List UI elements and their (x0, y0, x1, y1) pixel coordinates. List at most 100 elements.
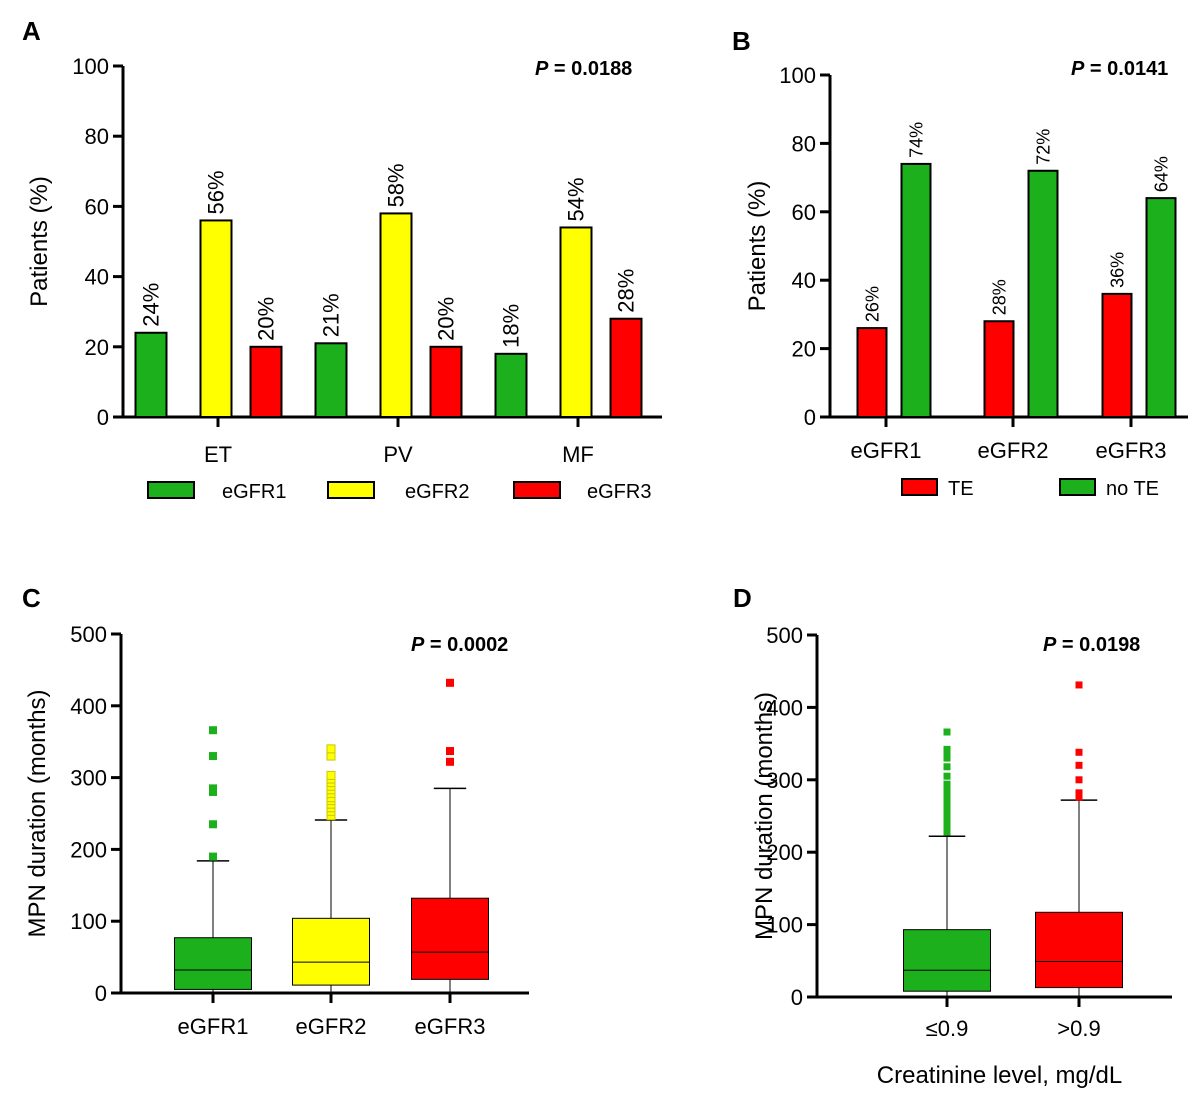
bar-A-eGFR2-ET (199, 219, 233, 418)
y-axis-title-D: MPN duration (months) (751, 692, 778, 940)
x-category-label-C: eGFR2 (296, 1014, 367, 1039)
outlier-point-D (943, 802, 951, 810)
bar-value-label-B: 72% (1033, 129, 1053, 165)
outlier-point-D (943, 828, 951, 836)
y-tick-label-D: 300 (766, 768, 803, 793)
legend-label-A: eGFR1 (222, 481, 286, 503)
y-axis-title-B: Patients (%) (744, 181, 771, 312)
outlier-point-D (943, 772, 951, 780)
outlier-point-D (943, 819, 951, 827)
bar-A-eGFR1-ET (134, 331, 168, 419)
bar-B-TE-eGFR2 (983, 320, 1015, 418)
p-value-c: P = 0.0002 (411, 634, 509, 656)
bar-B-TE-eGFR3 (1101, 292, 1133, 419)
bar-value-label-B: 26% (862, 286, 882, 322)
y-tick-label-D: 100 (766, 913, 803, 938)
x-category-label-C: eGFR3 (415, 1014, 486, 1039)
outlier-point-C (209, 752, 217, 761)
outlier-point-C (209, 784, 217, 793)
outlier-point-D (1075, 789, 1083, 797)
y-tick-label-D: 500 (766, 623, 803, 648)
x-category-label-D: >0.9 (1057, 1016, 1100, 1041)
outlier-point-C (326, 744, 336, 754)
outlier-point-D (943, 784, 951, 792)
y-axis-title-A: Patients (%) (26, 176, 53, 307)
bar-A-eGFR1-PV (314, 342, 348, 419)
legend-swatch-A-eGFR2 (327, 481, 375, 499)
bar-B-TE-eGFR1 (856, 327, 888, 418)
legend-swatch-A-eGFR1 (147, 481, 195, 499)
x-category-label-D: ≤0.9 (926, 1016, 969, 1041)
panel-label-b: B (732, 26, 751, 56)
outlier-point-D (1075, 776, 1083, 784)
y-tick-label-D: 200 (766, 840, 803, 865)
y-tick-label-C: 500 (70, 622, 107, 647)
x-category-label-A: ET (204, 442, 232, 467)
outlier-point-D (943, 763, 951, 771)
bar-value-label-A: 24% (139, 283, 164, 327)
outlier-point-C (446, 747, 454, 756)
y-tick-label-A: 100 (72, 54, 109, 79)
bar-A-eGFR2-MF (559, 226, 593, 418)
outlier-point-D (943, 780, 951, 788)
y-tick-label-C: 300 (70, 766, 107, 791)
outlier-point-D (1075, 681, 1083, 689)
bar-value-label-A: 21% (319, 293, 344, 337)
y-tick-label-D: 0 (791, 985, 803, 1010)
y-tick-label-B: 60 (792, 200, 816, 225)
panel-label-c: C (22, 583, 41, 613)
bar-B-no-TE-eGFR2 (1027, 169, 1059, 418)
y-tick-label-B: 100 (779, 63, 816, 88)
outlier-point-D (943, 806, 951, 814)
legend-label-A: eGFR3 (587, 481, 651, 503)
y-tick-label-C: 0 (95, 981, 107, 1006)
outlier-point-D (943, 815, 951, 823)
bar-value-label-A: 56% (204, 170, 229, 214)
panel-label-a: A (22, 16, 41, 46)
y-tick-label-C: 100 (70, 909, 107, 934)
outlier-point-D (1075, 793, 1083, 801)
y-axis-title-C: MPN duration (months) (24, 689, 51, 937)
bar-B-no-TE-eGFR1 (900, 162, 932, 418)
y-tick-label-A: 80 (85, 124, 109, 149)
legend-label-A: eGFR2 (405, 481, 469, 503)
box-C-eGFR2 (292, 917, 370, 986)
x-axis-title-D: Creatinine level, mg/dL (877, 1062, 1122, 1089)
bar-value-label-B: 36% (1107, 252, 1127, 288)
p-value-d: P = 0.0198 (1043, 634, 1141, 656)
legend-swatch-A-eGFR3 (513, 481, 561, 499)
outlier-point-D (943, 745, 951, 753)
y-tick-label-A: 60 (85, 194, 109, 219)
bar-value-label-A: 28% (614, 269, 639, 313)
legend-label-B: TE (948, 478, 974, 500)
outlier-point-C (326, 770, 336, 780)
outlier-point-C (209, 820, 217, 829)
bar-value-label-A: 20% (434, 297, 459, 341)
bar-A-eGFR3-PV (429, 345, 463, 418)
box-C-eGFR3 (411, 897, 489, 980)
bar-value-label-B: 74% (906, 122, 926, 158)
outlier-point-D (943, 824, 951, 832)
x-category-label-A: MF (562, 442, 594, 467)
x-category-label-B: eGFR1 (851, 438, 922, 463)
x-category-label-B: eGFR3 (1096, 438, 1167, 463)
bar-value-label-B: 28% (989, 279, 1009, 315)
bar-A-eGFR2-PV (379, 212, 413, 418)
y-tick-label-A: 40 (85, 265, 109, 290)
bar-A-eGFR1-MF (494, 352, 528, 419)
outlier-point-D (943, 789, 951, 797)
bar-value-label-A: 18% (499, 304, 524, 348)
y-tick-label-A: 0 (97, 405, 109, 430)
y-tick-label-C: 400 (70, 694, 107, 719)
legend-label-B: no TE (1106, 478, 1159, 500)
x-category-label-A: PV (383, 442, 413, 467)
outlier-point-C (446, 757, 454, 766)
bar-value-label-B: 64% (1151, 156, 1171, 192)
box-D-≤0.9 (903, 929, 991, 992)
box-C-eGFR1 (174, 937, 252, 990)
outlier-point-D (943, 754, 951, 762)
y-tick-label-D: 400 (766, 695, 803, 720)
